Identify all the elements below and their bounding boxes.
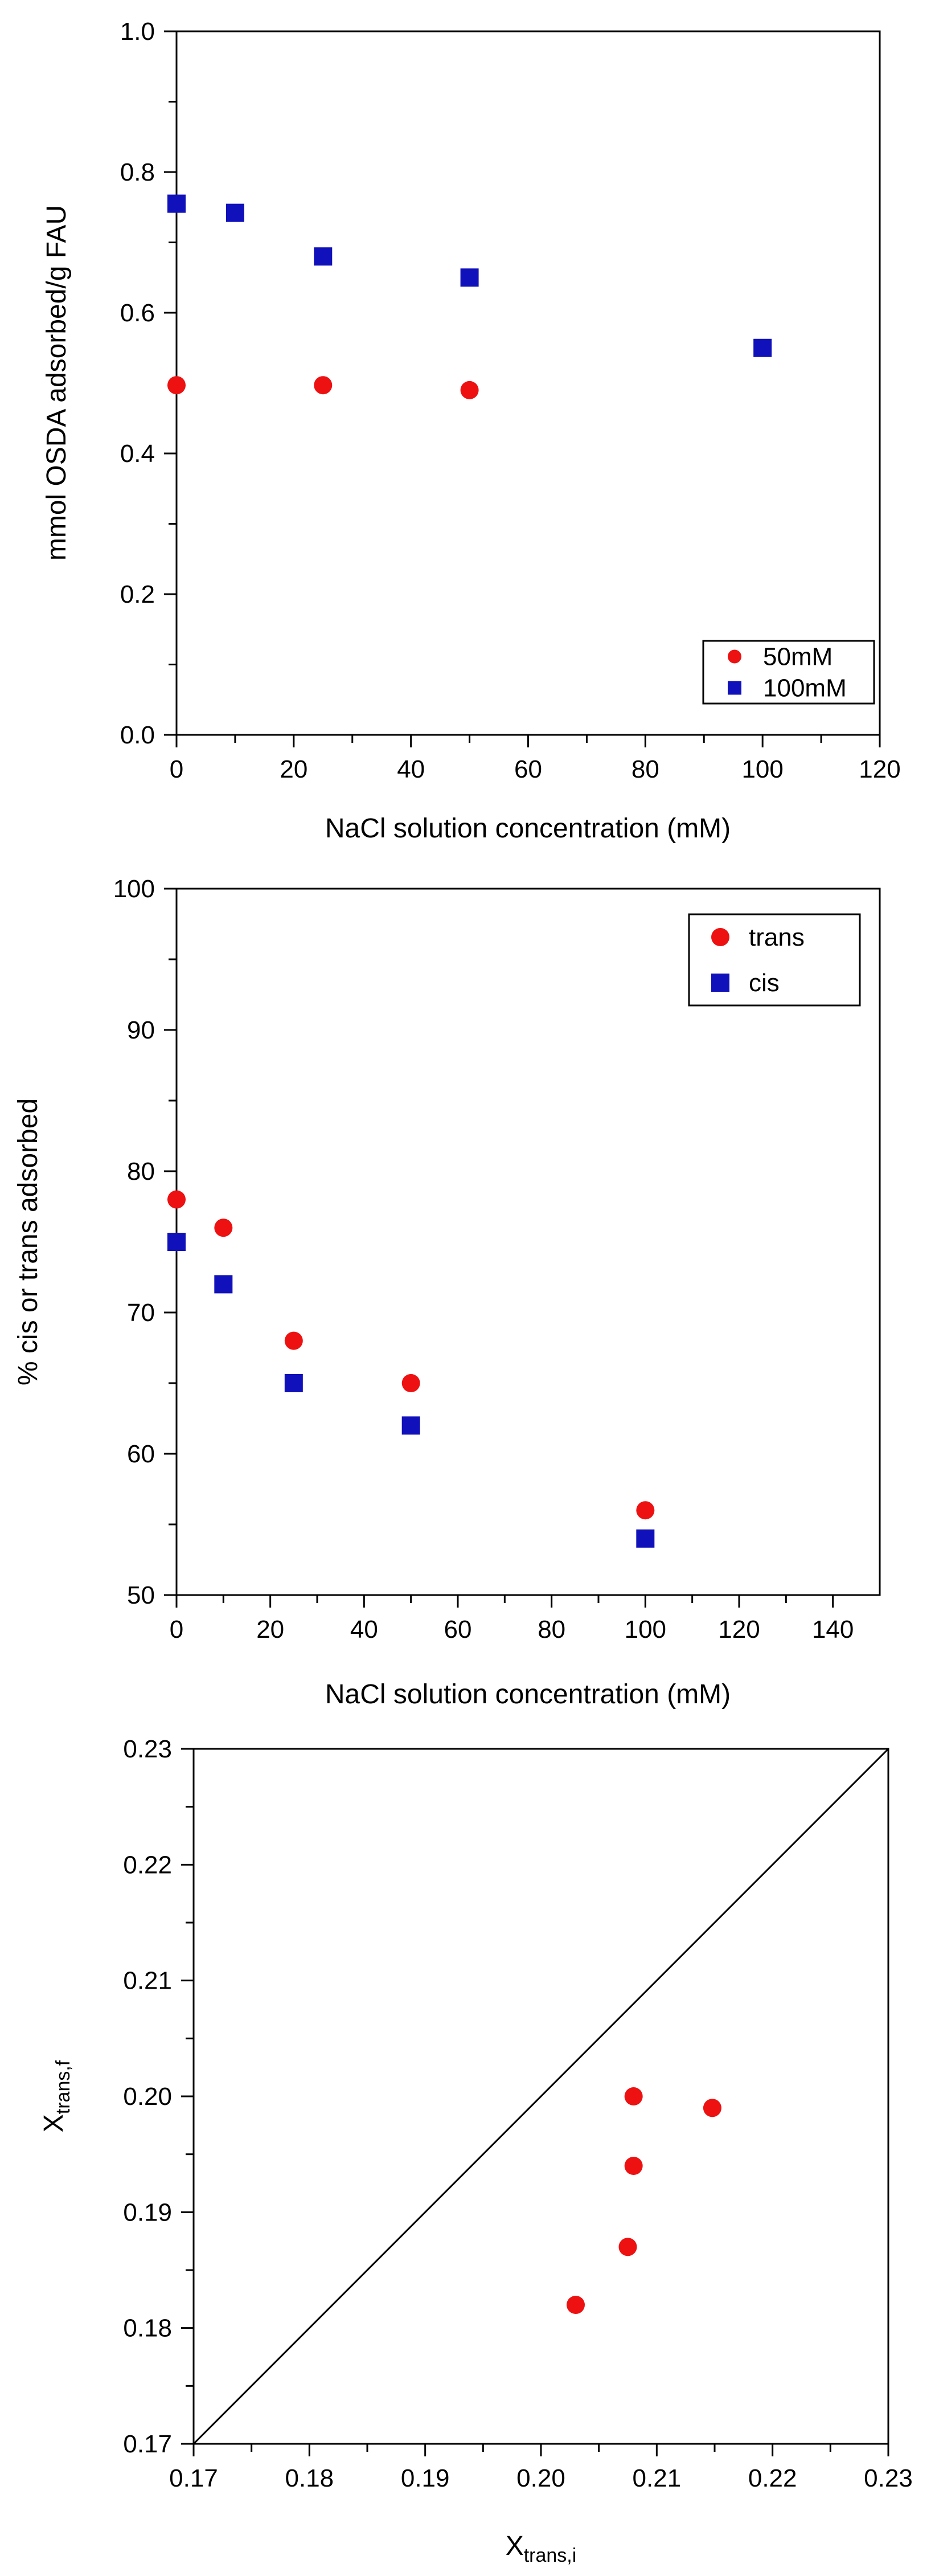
y-tick-label: 70 [127,1299,155,1327]
data-point [624,2157,643,2175]
data-point [753,338,772,357]
legend-marker [711,974,729,992]
y-tick-label: 0.23 [123,1735,172,1763]
data-point [567,2296,585,2314]
legend-label: 100mM [763,674,847,702]
data-point [401,1416,420,1435]
x-tick-label: 0.22 [748,2464,797,2492]
legend-label: trans [749,923,805,951]
data-point [214,1219,233,1237]
x-tick-label: 0.23 [864,2464,913,2492]
y-tick-label: 90 [127,1016,155,1044]
x-tick-label: 0.19 [401,2464,450,2492]
data-point [401,1374,420,1392]
y-tick-label: 100 [113,875,155,903]
legend-marker [728,681,741,695]
plot-frame [175,30,881,736]
y-tick-label: 0.0 [120,721,155,749]
y-tick-label: 80 [127,1158,155,1185]
x-tick-label: 80 [631,755,659,783]
data-point [636,1501,655,1520]
y-tick-label: 60 [127,1440,155,1468]
x-tick-label: 0.20 [516,2464,565,2492]
data-point [225,203,244,222]
series-50mM [167,376,479,399]
y-tick-label: 0.17 [123,2430,172,2458]
x-tick-label: 60 [514,755,542,783]
x-tick-label: 20 [280,755,307,783]
data-point [167,376,186,395]
y-tick-label: 0.21 [123,1967,172,1995]
x-axis-label-main: X [506,2531,524,2561]
x-axis-label-subscript: trans,i [524,2545,577,2566]
x-tick-label: 100 [625,1616,666,1643]
x-tick-label: 100 [741,755,783,783]
x-tick-label: 0 [170,755,183,783]
data-point [284,1331,303,1350]
legend-label: 50mM [763,643,833,671]
y-tick-label: 0.20 [123,2083,172,2111]
data-point [460,381,479,399]
data-point [167,1190,186,1209]
data-point [636,1529,655,1548]
data-point [314,247,333,266]
y-axis-label: Xtrans,f [39,2060,74,2132]
y-axis-label-main: X [39,2114,69,2132]
chart-1: 0 20 40 60 80 100 120 0.0 0.2 0.4 0.6 0.8 1.0 50mM 100… [42,18,901,844]
x-tick-label: 40 [350,1616,378,1643]
y-tick-label: 0.18 [123,2315,172,2342]
data-point [703,2099,721,2117]
y-tick-label: 0.8 [120,158,155,186]
y-axis-label-subscript: trans,f [52,2060,74,2114]
x-tick-label: 0.21 [633,2464,682,2492]
x-tick-label: 20 [256,1616,284,1643]
x-tick-label: 120 [859,755,900,783]
y-tick-label: 1.0 [120,18,155,46]
series-data [567,2087,721,2314]
data-point [618,2238,637,2256]
data-point [167,194,186,213]
y-axis-label: mmol OSDA adsorbed/g FAU [42,205,72,561]
x-axis-label: NaCl solution concentration (mM) [325,1679,731,1710]
x-tick-label: 60 [444,1616,472,1643]
y-tick-label: 0.6 [120,299,155,327]
data-point [460,268,479,287]
x-tick-label: 0 [170,1616,183,1643]
legend: 50mM 100mM [702,640,875,705]
data-point [624,2087,643,2105]
x-tick-label: 40 [397,755,425,783]
chart-2: 0 20 40 60 80 100 120 140 50 60 70 80 90 100 trans cis N… [13,875,881,1710]
series-100mM [167,194,772,357]
identity-line [192,1748,889,2445]
y-tick-label: 0.2 [120,580,155,608]
data-point [214,1275,233,1294]
x-axis-label: Xtrans,i [506,2531,577,2566]
x-tick-label: 120 [718,1616,760,1643]
series-trans [167,1190,655,1520]
x-tick-label: 0.17 [169,2464,218,2492]
series-cis [167,1233,655,1548]
y-tick-label: 0.4 [120,440,155,468]
data-point [314,376,333,395]
data-point [284,1374,303,1392]
x-axis-label: NaCl solution concentration (mM) [325,813,731,844]
x-tick-label: 140 [812,1616,854,1643]
legend-marker [728,649,741,664]
y-tick-label: 0.22 [123,1851,172,1879]
legend-marker [711,928,729,946]
legend: trans cis [688,913,861,1007]
y-axis-label: % cis or trans adsorbed [13,1098,43,1385]
data-point [167,1233,186,1251]
chart-3: 0.17 0.18 0.19 0.20 0.21 0.22 0.23 0.17 0.18 0.19… [39,1735,913,2566]
y-tick-label: 50 [127,1581,155,1609]
x-tick-label: 80 [538,1616,565,1643]
legend-label: cis [749,969,780,997]
x-tick-label: 0.18 [285,2464,334,2492]
y-tick-label: 0.19 [123,2198,172,2226]
